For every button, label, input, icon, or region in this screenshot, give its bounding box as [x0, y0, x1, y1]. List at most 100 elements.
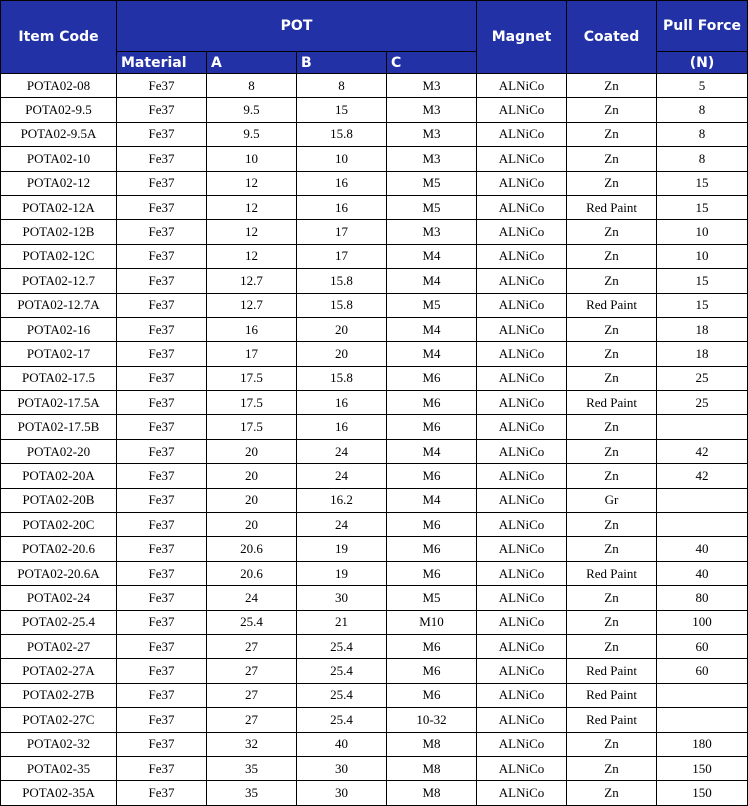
cell-item-code: POTA02-12	[0, 170, 117, 196]
cell-material: Fe37	[116, 682, 207, 709]
cell-item-code: POTA02-27B	[0, 682, 117, 709]
cell-a: 32	[206, 731, 297, 757]
cell-b: 25.4	[296, 682, 387, 709]
cell-magnet: ALNiCo	[476, 243, 568, 270]
cell-material: Fe37	[116, 243, 207, 270]
cell-pull-force: 40	[656, 560, 748, 587]
cell-material: Fe37	[116, 658, 207, 684]
cell-c: M6	[385, 536, 478, 562]
cell-item-code: POTA02-08	[0, 72, 117, 99]
cell-b: 10	[296, 146, 387, 172]
cell-coated: Zn	[566, 609, 658, 635]
cell-pull-force: 40	[656, 536, 748, 562]
cell-item-code: POTA02-20B	[0, 487, 117, 514]
cell-b: 16	[296, 390, 387, 416]
cell-b: 20	[296, 316, 387, 343]
cell-material: Fe37	[116, 170, 207, 196]
cell-coated: Red Paint	[566, 560, 658, 587]
table-row: POTA02-20.6A Fe37 20.6 19 M6 ALNiCo Red Paint 4…	[0, 560, 748, 587]
cell-material: Fe37	[116, 97, 207, 123]
table-row: POTA02-9.5A Fe37 9.5 15.8 M3 ALNiCo Zn 8	[0, 121, 748, 148]
cell-item-code: POTA02-12A	[0, 194, 117, 221]
cell-pull-force: 15	[656, 292, 748, 318]
cell-coated: Zn	[566, 170, 658, 196]
cell-coated: Red Paint	[566, 658, 658, 684]
cell-b: 16.2	[296, 487, 387, 514]
cell-coated: Zn	[566, 755, 658, 782]
cell-item-code: POTA02-17	[0, 341, 117, 367]
cell-coated: Zn	[566, 219, 658, 245]
cell-b: 21	[296, 609, 387, 635]
header-c: C	[385, 51, 478, 74]
cell-c: M3	[385, 97, 478, 123]
cell-a: 24	[206, 585, 297, 611]
cell-c: M6	[385, 682, 478, 709]
cell-b: 25.4	[296, 658, 387, 684]
cell-item-code: POTA02-12C	[0, 243, 117, 270]
cell-pull-force: 15	[656, 268, 748, 294]
cell-item-code: POTA02-27	[0, 633, 117, 660]
cell-item-code: POTA02-9.5	[0, 97, 117, 123]
cell-a: 20.6	[206, 560, 297, 587]
cell-c: M4	[385, 438, 478, 465]
table-row: POTA02-17.5A Fe37 17.5 16 M6 ALNiCo Red Paint 2…	[0, 390, 748, 416]
cell-c: M6	[385, 390, 478, 416]
cell-material: Fe37	[116, 121, 207, 148]
cell-pull-force: 18	[656, 316, 748, 343]
cell-magnet: ALNiCo	[476, 487, 568, 514]
cell-magnet: ALNiCo	[476, 512, 568, 538]
cell-pull-force: 18	[656, 341, 748, 367]
cell-item-code: POTA02-12.7	[0, 268, 117, 294]
cell-coated: Zn	[566, 121, 658, 148]
cell-a: 12	[206, 170, 297, 196]
cell-item-code: POTA02-35A	[0, 780, 117, 806]
cell-material: Fe37	[116, 560, 207, 587]
cell-a: 20.6	[206, 536, 297, 562]
cell-magnet: ALNiCo	[476, 780, 568, 806]
table-row: POTA02-20C Fe37 20 24 M6 ALNiCo Zn	[0, 512, 748, 538]
cell-b: 15.8	[296, 292, 387, 318]
header-pull-force: Pull Force	[656, 0, 748, 52]
header-b: B	[296, 51, 387, 74]
cell-coated: Zn	[566, 536, 658, 562]
cell-pull-force: 8	[656, 97, 748, 123]
cell-magnet: ALNiCo	[476, 609, 568, 635]
cell-material: Fe37	[116, 414, 207, 440]
cell-magnet: ALNiCo	[476, 72, 568, 99]
cell-pull-force: 80	[656, 585, 748, 611]
cell-c: M6	[385, 414, 478, 440]
cell-item-code: POTA02-12.7A	[0, 292, 117, 318]
cell-a: 27	[206, 633, 297, 660]
cell-magnet: ALNiCo	[476, 97, 568, 123]
cell-a: 17.5	[206, 414, 297, 440]
table-row: POTA02-12.7A Fe37 12.7 15.8 M5 ALNiCo Red Pain…	[0, 292, 748, 318]
cell-pull-force: 8	[656, 146, 748, 172]
cell-coated: Zn	[566, 633, 658, 660]
cell-coated: Zn	[566, 512, 658, 538]
cell-a: 35	[206, 755, 297, 782]
table-row: POTA02-27B Fe37 27 25.4 M6 ALNiCo Red Paint	[0, 682, 748, 709]
cell-c: M4	[385, 341, 478, 367]
cell-a: 12.7	[206, 292, 297, 318]
cell-a: 12	[206, 219, 297, 245]
cell-item-code: POTA02-20.6	[0, 536, 117, 562]
cell-coated: Zn	[566, 268, 658, 294]
table-row: POTA02-24 Fe37 24 30 M5 ALNiCo Zn 80	[0, 585, 748, 611]
cell-coated: Zn	[566, 731, 658, 757]
cell-coated: Zn	[566, 72, 658, 99]
cell-c: M8	[385, 780, 478, 806]
cell-material: Fe37	[116, 390, 207, 416]
cell-a: 20	[206, 487, 297, 514]
cell-coated: Red Paint	[566, 194, 658, 221]
cell-b: 30	[296, 755, 387, 782]
cell-c: M4	[385, 487, 478, 514]
cell-b: 19	[296, 560, 387, 587]
cell-b: 19	[296, 536, 387, 562]
cell-material: Fe37	[116, 72, 207, 99]
cell-material: Fe37	[116, 707, 207, 733]
cell-c: M3	[385, 72, 478, 99]
cell-item-code: POTA02-20C	[0, 512, 117, 538]
cell-coated: Zn	[566, 316, 658, 343]
cell-coated: Gr	[566, 487, 658, 514]
